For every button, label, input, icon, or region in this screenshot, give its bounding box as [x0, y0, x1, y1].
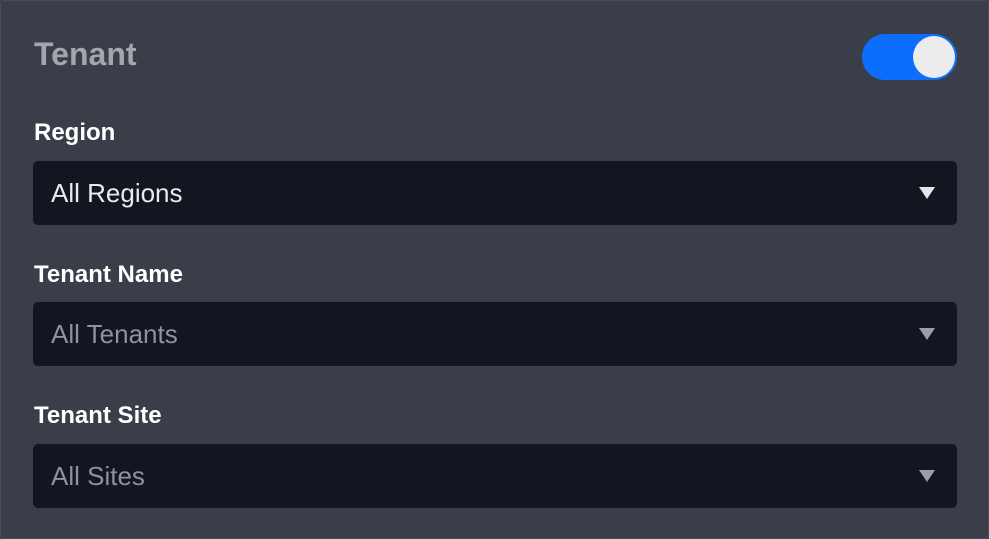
- tenant-toggle[interactable]: [862, 34, 957, 80]
- panel-title: Tenant: [34, 36, 137, 72]
- region-value: All Regions: [51, 178, 183, 208]
- region-label: Region: [34, 119, 116, 146]
- tenant-name-value: All Tenants: [51, 319, 178, 349]
- tenant-site-label: Tenant Site: [34, 402, 162, 429]
- region-select[interactable]: All Regions: [33, 161, 957, 225]
- tenant-name-select[interactable]: All Tenants: [33, 302, 957, 366]
- chevron-down-icon: [919, 328, 935, 340]
- tenant-name-label: Tenant Name: [34, 261, 183, 288]
- toggle-knob: [913, 36, 955, 78]
- tenant-site-value: All Sites: [51, 461, 145, 491]
- chevron-down-icon: [919, 187, 935, 199]
- tenant-site-select[interactable]: All Sites: [33, 444, 957, 508]
- chevron-down-icon: [919, 470, 935, 482]
